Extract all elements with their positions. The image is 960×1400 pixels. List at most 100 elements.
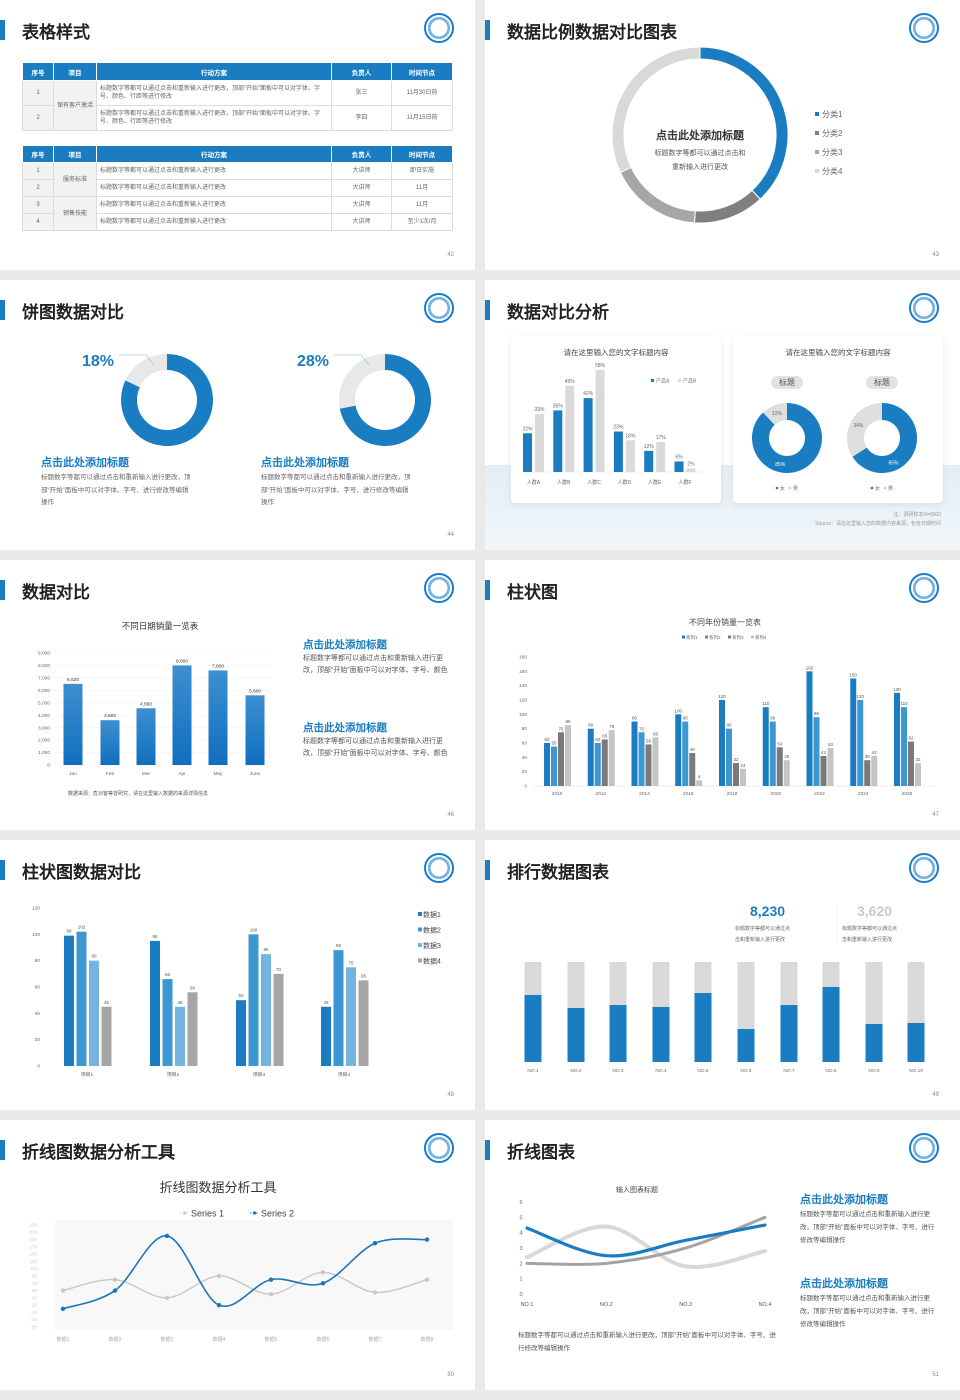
chart-title: 输入图表标题 — [616, 1185, 658, 1194]
block-heading: 点击此处添加标题 — [261, 457, 349, 469]
category-label: 数据8 — [421, 1336, 434, 1343]
bar-value-label: 50 — [238, 993, 244, 998]
category-label: NO.10 — [909, 1068, 923, 1074]
series-line — [62, 1271, 428, 1299]
legend-label: 数据2 — [423, 926, 441, 935]
y-tick-label: 2,000 — [38, 738, 50, 744]
bar — [674, 461, 684, 472]
legend-label: 男 — [888, 486, 893, 492]
chart-layer: 18% 28% — [82, 353, 432, 446]
bar — [245, 695, 265, 765]
bar-value-label: 35% — [553, 403, 564, 409]
chart-title: 不同年份销量一览表 — [689, 617, 761, 627]
bar — [553, 410, 563, 472]
bar-value-label: 18% — [625, 433, 636, 439]
hospital-emblem-icon — [424, 573, 454, 603]
category-label: 数据5 — [265, 1336, 278, 1343]
bar-fill — [524, 995, 542, 1062]
category-label: 2026 — [902, 791, 913, 797]
legend-dot — [883, 486, 887, 490]
title-accent-bar — [485, 20, 490, 40]
y-tick-label: 4 — [519, 1231, 522, 1237]
y-tick-label: 6,000 — [38, 688, 50, 694]
cell-owner: 大讲师 — [331, 179, 392, 197]
legend-swatch — [705, 635, 708, 639]
stat-value: 8,230 — [750, 903, 785, 919]
bar — [871, 755, 878, 786]
bar-value-label: 88 — [336, 943, 342, 948]
y-tick-label: 20 — [522, 769, 528, 775]
bar — [776, 747, 783, 786]
donut-center-title: 点击此处添加标题 — [656, 128, 745, 142]
category-label: 数据6 — [317, 1336, 330, 1343]
legend-label: 系列4 — [755, 634, 767, 641]
cell-deadline: 11月 — [391, 196, 453, 214]
y-tick-label: 210 — [29, 1230, 37, 1235]
category-label: NO.9 — [868, 1068, 880, 1074]
bar-value-label: 95 — [152, 934, 158, 939]
cell-action: 标题数字等都可以通过点击和重新输入进行更改 — [96, 179, 332, 197]
cell-project: 服务标准 — [53, 162, 97, 197]
category-label: NO.3 — [612, 1068, 624, 1074]
tag-pill: 标题 — [771, 376, 803, 389]
bar-fill — [907, 1023, 925, 1062]
bar — [608, 730, 615, 786]
table-row: 1 保有客户激活 标题数字等都可以通过点击和重新输入进行更改，顶部“开始”面板中可以… — [22, 80, 453, 131]
bar-value-label: 96 — [814, 711, 820, 716]
legend-label: 系列1 — [686, 634, 698, 641]
legend-swatch — [815, 131, 819, 135]
bar-value-label: 90 — [683, 716, 689, 721]
legend-swatch — [678, 379, 681, 382]
bar — [544, 743, 550, 786]
y-tick-label: -30 — [30, 1317, 37, 1322]
bar-value-label: 42 — [821, 750, 827, 755]
category-label: 人群A — [527, 479, 541, 486]
donut-slice — [611, 46, 701, 174]
data-point — [268, 1292, 274, 1297]
y-tick-label: 8,000 — [38, 663, 50, 669]
bar-value-label: 68 — [653, 731, 659, 736]
y-tick-label: 170 — [29, 1244, 37, 1249]
column-header: 负责人 — [331, 145, 392, 163]
category-label: NO.4 — [655, 1068, 667, 1074]
bar-value-label: 102 — [78, 925, 86, 930]
slide-title: 排行数据图表 — [507, 863, 609, 882]
chart-layer: 输入图表标题 0 1 2 3 4 5 6 NO.1 NO.2 NO.3 NO.4 — [519, 1185, 771, 1308]
slice-label: 85% — [775, 462, 786, 468]
cell-index: 4 — [22, 213, 54, 231]
bar-value-label: 65 — [361, 973, 367, 978]
y-tick-label: 110 — [30, 1266, 38, 1271]
y-tick-label: 30 — [32, 1295, 38, 1300]
slice-label: 65% — [888, 460, 899, 466]
hospital-emblem-icon — [909, 1133, 939, 1163]
page-number: 42 — [447, 252, 454, 258]
category-label: 人群B — [557, 479, 571, 486]
data-point — [112, 1288, 118, 1293]
table-row: 2 标题数字等都可以通过点击和重新输入进行更改，顶部“开始”面板中可以对字体、字号… — [22, 105, 453, 131]
percent-label: 28% — [297, 353, 329, 370]
slide-line-tool: 折线图数据分析工具 50 折线图数据分析工具 Series 1 Series 2 230 2… — [0, 1120, 475, 1390]
bar — [565, 385, 575, 472]
y-tick-label: 120 — [519, 698, 527, 704]
bar-value-label: 60 — [544, 737, 550, 742]
bar — [89, 960, 99, 1066]
data-point — [216, 1273, 222, 1279]
bar — [719, 700, 725, 786]
y-tick-label: 180 — [519, 655, 527, 661]
bar-value-label: 24 — [740, 763, 746, 768]
series-line — [525, 1224, 767, 1270]
donut-slice-main — [121, 354, 213, 446]
y-tick-label: 4,000 — [38, 713, 50, 719]
donut-slice — [693, 189, 761, 224]
leader-line — [334, 354, 370, 366]
y-tick-label: 7,000 — [38, 675, 50, 681]
series-line — [525, 1223, 767, 1258]
table-header-row: 序号 项目 行动方案 负责人 时间节点 — [22, 62, 453, 81]
block-body: 标题数字等都可以通过点击和重新输入进行更改，顶部“开始”面板中可以对字体、字号、… — [41, 474, 191, 506]
slide-title: 折线图数据分析工具 — [22, 1143, 175, 1162]
legend-swatch — [418, 958, 422, 963]
bar-value-label: 7,600 — [212, 663, 224, 669]
category-label: NO.2 — [600, 1302, 613, 1308]
hospital-emblem-icon — [424, 1133, 454, 1163]
slide-ranking-chart: 排行数据图表 49 8,230 标题数字等都可以通过点 击和重新输入进行更改 3,620 标… — [485, 840, 960, 1110]
